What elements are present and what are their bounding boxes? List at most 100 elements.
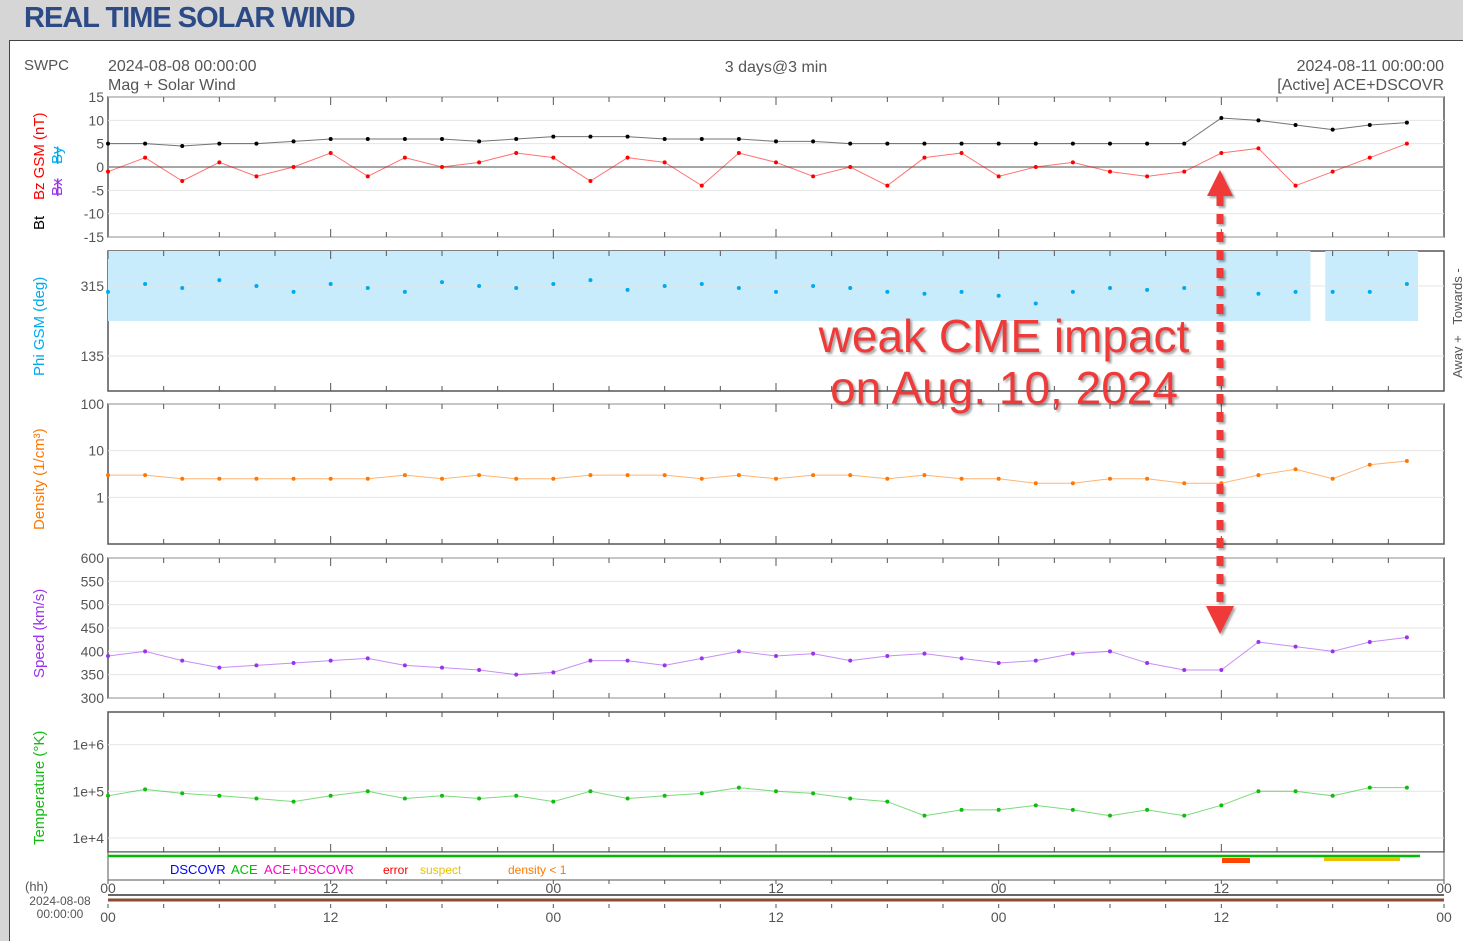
panel-frame	[107, 711, 1445, 853]
data-point-speed	[811, 651, 816, 656]
data-point-bt	[625, 134, 630, 139]
data-point-temperature	[514, 793, 519, 798]
data-point-bt	[1330, 127, 1335, 132]
data-point-bt	[143, 141, 148, 146]
data-point-density	[180, 476, 185, 481]
data-point-temperature	[1108, 813, 1112, 818]
data-point-bz	[106, 169, 110, 174]
data-point-temperature	[811, 791, 816, 796]
y-tick-label: 10	[88, 443, 104, 459]
data-point-speed	[1367, 640, 1372, 644]
data-point-temperature	[774, 789, 778, 794]
data-point-temperature	[699, 791, 704, 796]
data-point-temperature	[885, 799, 890, 804]
data-point-speed	[1108, 649, 1112, 654]
suspect-flag	[1324, 857, 1400, 861]
data-point-phi	[1256, 291, 1261, 296]
data-point-density	[514, 476, 519, 481]
data-point-phi	[774, 289, 778, 294]
data-point-temperature	[106, 793, 110, 798]
data-point-temperature	[551, 799, 556, 804]
data-point-speed	[291, 661, 296, 665]
data-point-bz	[1293, 183, 1298, 188]
data-point-bz	[1367, 155, 1372, 160]
data-point-density	[1070, 481, 1075, 486]
data-point-bz	[774, 160, 778, 165]
cme-label-line2: on Aug. 10, 2024	[830, 362, 1178, 414]
data-point-phi	[217, 278, 222, 283]
data-point-phi	[885, 289, 890, 294]
data-point-bt	[402, 137, 407, 141]
data-point-bz	[180, 179, 185, 183]
data-point-speed	[328, 658, 333, 663]
data-point-bt	[1404, 120, 1409, 125]
data-point-phi	[922, 291, 927, 296]
data-point-speed	[440, 665, 444, 670]
data-point-temperature	[1033, 803, 1038, 808]
data-point-phi	[1070, 289, 1075, 294]
legend-ace-dscovr: ACE+DSCOVR	[264, 862, 354, 877]
data-point-density	[1182, 481, 1187, 486]
data-point-speed	[1070, 651, 1075, 656]
panel-phi: 315 135	[81, 250, 1445, 392]
data-point-bt	[736, 137, 741, 141]
agency-label: SWPC	[24, 57, 69, 74]
bt-label: Bt	[31, 215, 48, 230]
data-point-bz	[477, 160, 482, 165]
data-point-temperature	[1256, 789, 1261, 794]
data-point-bt	[106, 141, 110, 146]
y-tick-label: 1	[96, 489, 104, 505]
data-point-phi	[1367, 289, 1372, 294]
data-point-phi	[365, 285, 370, 290]
series-line-bt	[108, 117, 1407, 147]
data-point-density	[254, 476, 259, 481]
panel-mag: 15 10 5 0 -5 -10 -15	[84, 89, 1445, 245]
data-point-bz	[588, 179, 593, 183]
time-tick-label-bottom: 12	[323, 909, 339, 925]
data-point-bt	[477, 139, 482, 144]
data-point-density	[774, 476, 778, 481]
data-point-speed	[514, 672, 519, 677]
data-point-bt	[1293, 123, 1298, 127]
data-point-bz	[1256, 146, 1261, 151]
data-point-speed	[106, 654, 110, 658]
y-tick-label: -10	[84, 206, 104, 222]
data-point-bz	[254, 174, 259, 179]
data-point-bt	[254, 141, 259, 146]
time-tick-label-bottom: 00	[991, 909, 1007, 925]
start-time: 2024-08-08 00:00:00	[108, 58, 257, 75]
data-point-phi	[143, 282, 148, 287]
data-point-temperature	[291, 799, 296, 804]
data-point-temperature	[143, 787, 148, 792]
bz-label: Bz GSM (nT)	[31, 112, 48, 200]
data-point-density	[959, 476, 964, 481]
data-point-bz	[922, 155, 927, 160]
data-point-bz	[440, 165, 444, 169]
data-point-speed	[254, 663, 259, 668]
data-point-speed	[699, 656, 704, 661]
data-point-density	[291, 476, 296, 481]
data-point-temperature	[1219, 803, 1224, 808]
data-point-bt	[180, 144, 185, 148]
series-line-temperature	[107, 787, 1407, 817]
data-point-density	[1367, 462, 1372, 467]
y-tick-label: 15	[88, 89, 104, 105]
end-time: 2024-08-11 00:00:00	[1297, 58, 1444, 75]
by-label: By	[49, 146, 66, 164]
data-point-bz	[365, 174, 370, 179]
y-tick-label: 350	[81, 667, 105, 683]
time-tick-label-top: 00	[991, 880, 1007, 896]
data-point-bz	[699, 183, 704, 188]
data-point-speed	[180, 658, 185, 663]
y-tick-label: 550	[81, 573, 105, 589]
data-point-bt	[774, 139, 778, 144]
panel-density: 100 10 1	[81, 396, 1445, 545]
data-point-bz	[736, 151, 741, 155]
data-point-bz	[1145, 174, 1150, 179]
data-point-bz	[217, 160, 222, 165]
data-point-bt	[328, 137, 333, 141]
data-point-bt	[1033, 141, 1038, 146]
data-point-temperature	[1182, 813, 1187, 818]
cme-annotation: weak CME impact on Aug. 10, 2024	[818, 170, 1234, 634]
phi-label: Phi GSM (deg)	[31, 277, 48, 376]
